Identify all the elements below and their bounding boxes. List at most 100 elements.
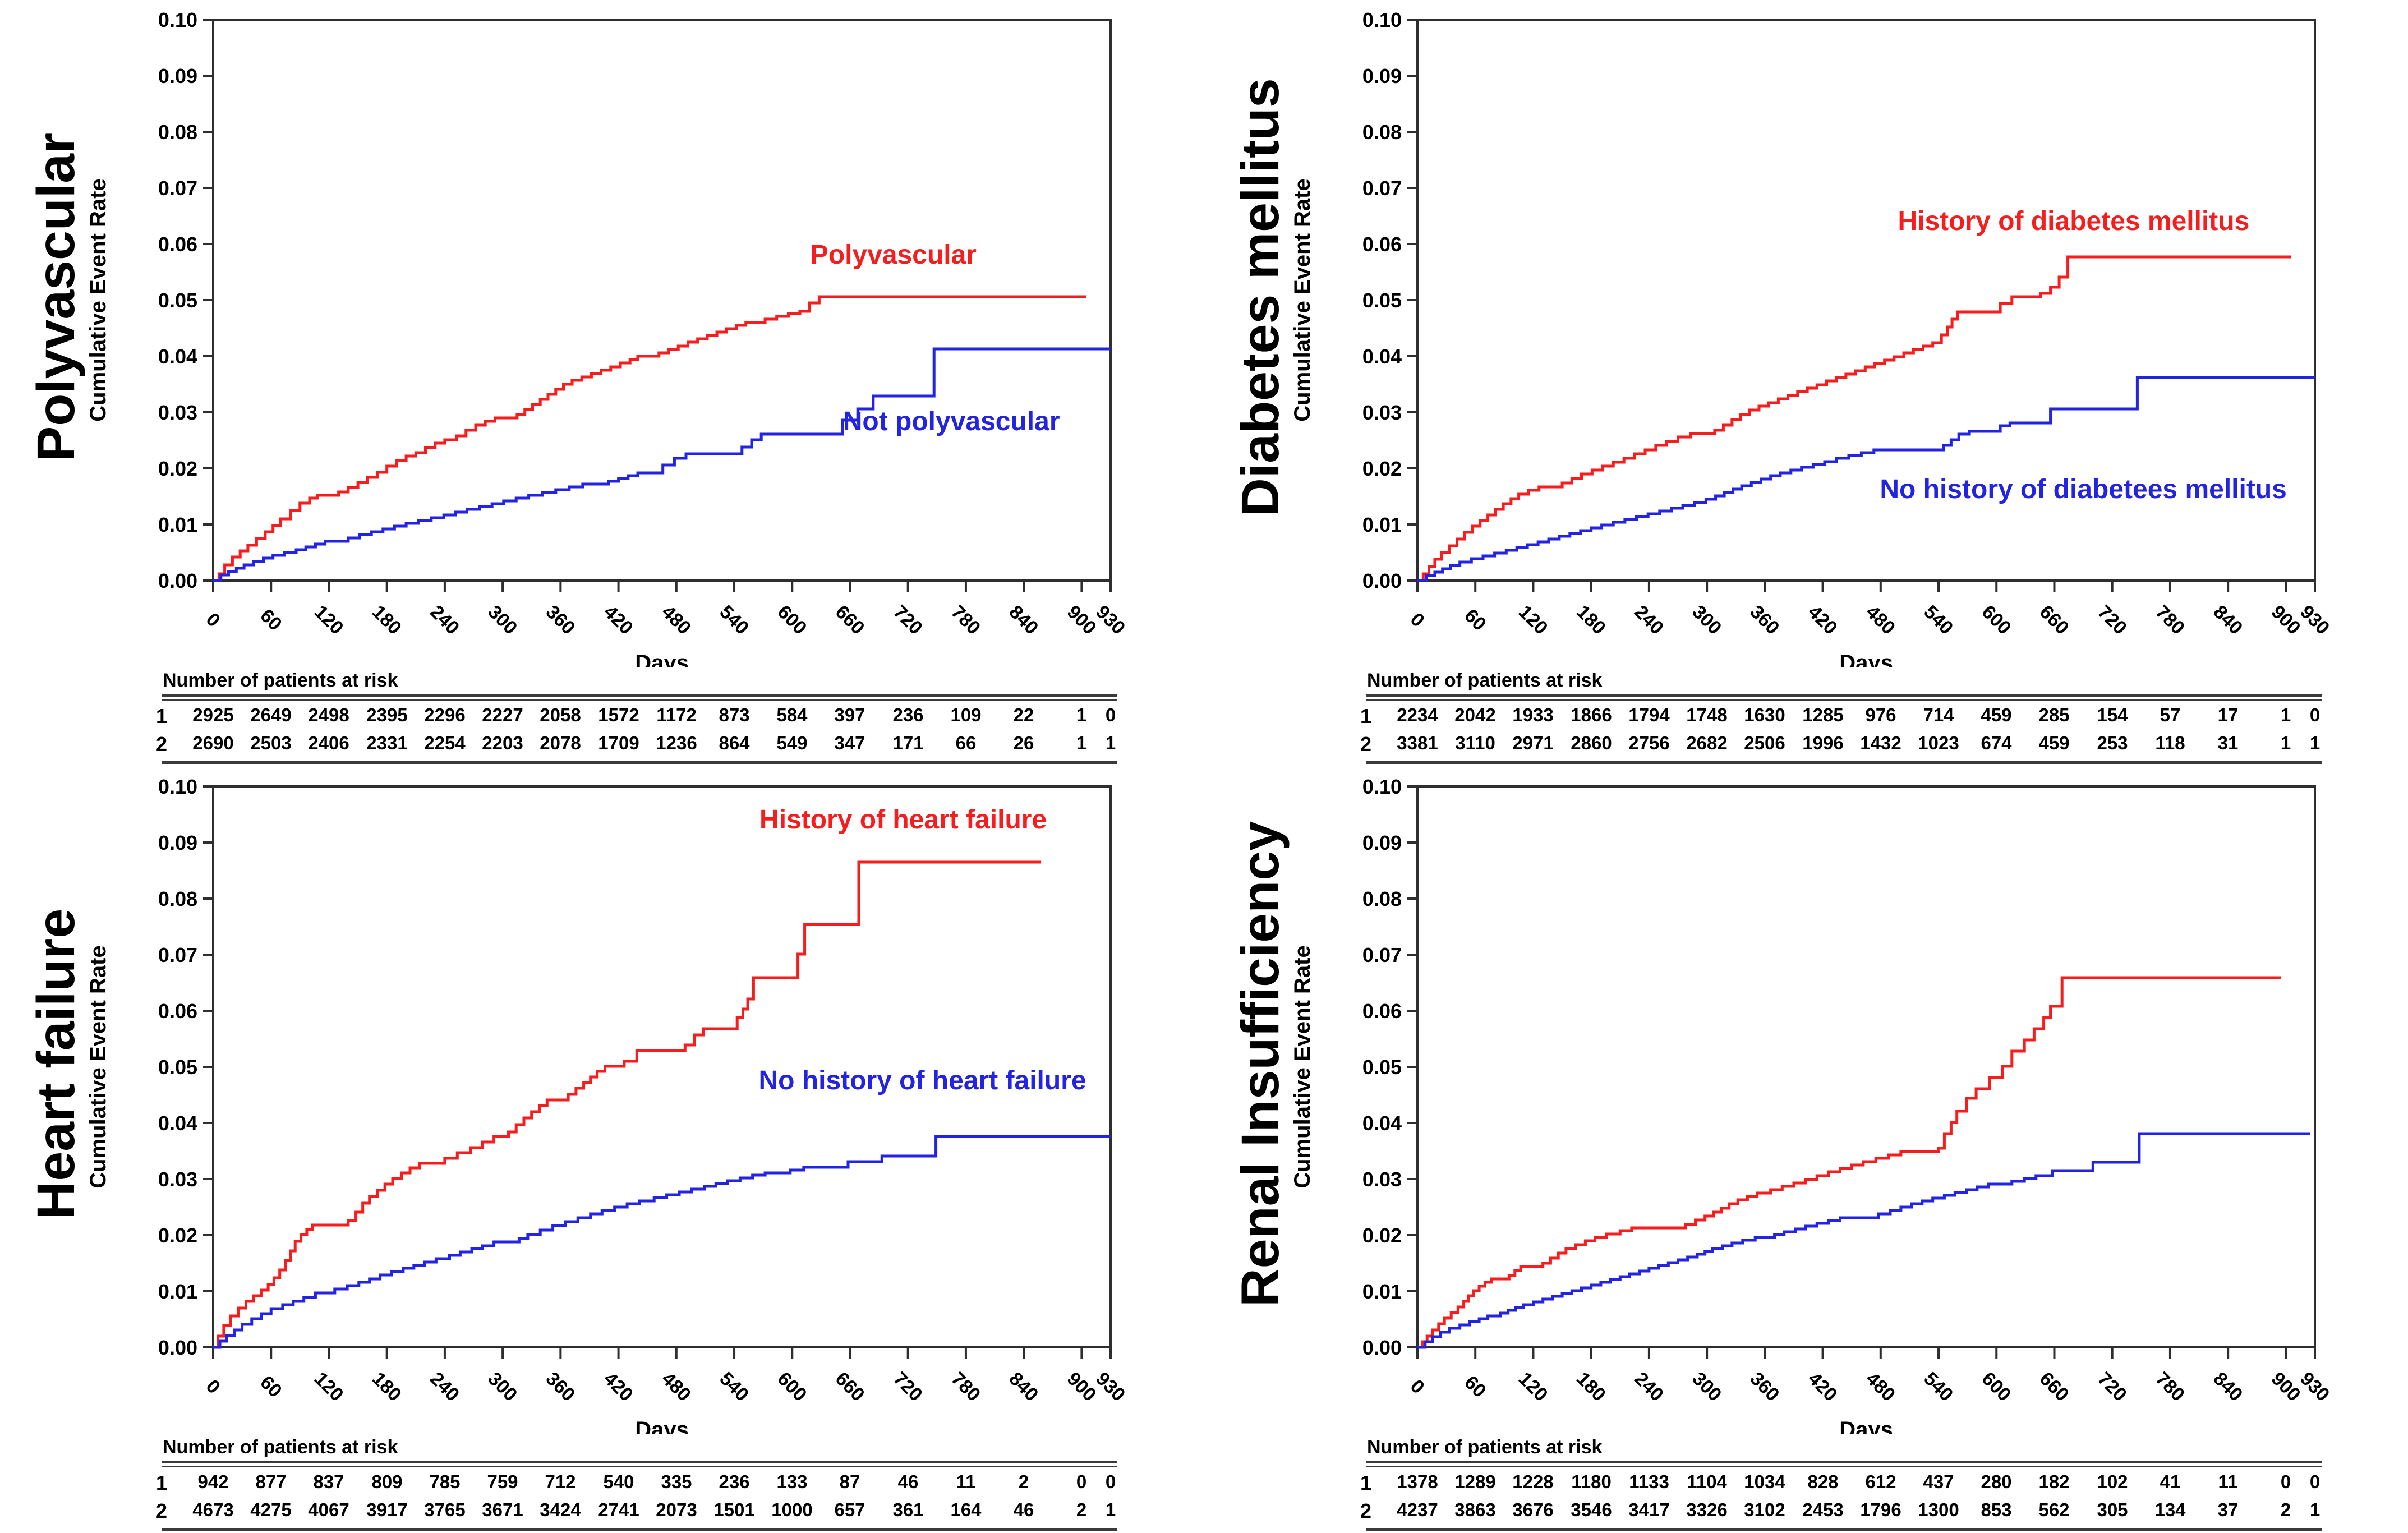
risk-value: 17 (2217, 705, 2239, 725)
risk-value: 1023 (1918, 733, 1959, 753)
risk-value: 459 (2038, 733, 2070, 753)
x-tick-label: 60 (1460, 605, 1490, 635)
y-axis-title: Cumulative Event Rate (86, 945, 110, 1188)
risk-value: 2 (1018, 1471, 1029, 1492)
y-tick-label: 0.03 (158, 401, 197, 424)
risk-value: 66 (955, 733, 977, 753)
risk-value: 0 (2280, 1471, 2291, 1492)
risk-value: 0 (1105, 1471, 1116, 1492)
risk-value: 4237 (1397, 1499, 1438, 1520)
risk-value: 759 (487, 1471, 518, 1492)
risk-table-bottom-rule (1366, 1528, 2322, 1531)
x-tick-label: 840 (1005, 601, 1042, 639)
risk-table-top-rule (162, 694, 1117, 697)
y-tick-label: 0.01 (158, 1280, 197, 1303)
y-tick-label: 0.05 (1362, 1056, 1402, 1079)
risk-value: 3381 (1397, 733, 1438, 753)
risk-value: 1709 (598, 733, 639, 753)
risk-row-label: 2 (155, 733, 167, 756)
x-tick-label: 780 (947, 601, 984, 639)
x-tick-label: 420 (1804, 601, 1841, 639)
y-tick-label: 0.10 (158, 8, 197, 31)
risk-table-header: Number of patients at risk (1367, 670, 1603, 691)
risk-value: 3417 (1628, 1499, 1670, 1520)
series-line-group1 (213, 295, 1086, 582)
x-tick-label: 360 (542, 1368, 579, 1406)
y-tick-label: 0.00 (1362, 1336, 1402, 1359)
series-label-group2: Not polyvascular (843, 407, 1060, 436)
risk-value: 2860 (1571, 733, 1612, 753)
x-tick-label: 0 (1406, 1375, 1429, 1398)
y-tick-label: 0.07 (158, 177, 197, 200)
series-label-group1: History of diabetes mellitus (1898, 206, 2249, 236)
y-tick-label: 0.06 (158, 233, 197, 256)
risk-value: 873 (719, 705, 750, 725)
risk-value: 2227 (482, 705, 523, 725)
risk-value: 2649 (250, 705, 292, 725)
panel-diabetes: Diabetes mellitus Cumulative Event Rate 0… (1204, 0, 2408, 766)
risk-table-top-rule (1366, 694, 2322, 697)
y-tick-label: 0.02 (1362, 457, 1402, 480)
risk-value: 2690 (192, 733, 234, 753)
y-tick-label: 0.01 (1362, 1280, 1402, 1303)
risk-row-label: 1 (1360, 1471, 1371, 1494)
y-tick-label: 0.05 (158, 1056, 197, 1079)
series-line-group2 (1417, 376, 2315, 582)
x-tick-label: 420 (600, 1368, 637, 1406)
x-tick-label: 120 (310, 1368, 348, 1406)
y-tick-label: 0.00 (158, 1336, 197, 1359)
y-tick-label: 0.10 (158, 775, 197, 798)
risk-value: 437 (1923, 1471, 1954, 1492)
risk-value: 154 (2097, 705, 2128, 725)
risk-value: 0 (2309, 705, 2320, 725)
risk-value: 674 (1981, 733, 2012, 753)
risk-value: 3917 (366, 1499, 408, 1520)
y-tick-label: 0.03 (1362, 1168, 1402, 1191)
risk-value: 2042 (1454, 705, 1496, 725)
risk-table-top-rule-2 (1366, 699, 2322, 701)
x-tick-label: 840 (2209, 601, 2246, 639)
x-tick-label: 0 (1406, 609, 1429, 631)
plot-diabetes: Cumulative Event Rate 0.00 0.01 0.02 0.03 0.0… (1283, 3, 2382, 675)
risk-table-bottom-rule (162, 1528, 1117, 1531)
x-tick-label: 420 (600, 601, 637, 639)
risk-value: 2296 (424, 705, 466, 725)
y-tick-label: 0.04 (1362, 1112, 1402, 1135)
x-tick-label: 660 (2036, 1368, 2073, 1406)
x-tick-label: 0 (202, 609, 224, 631)
km-plot-svg: Cumulative Event Rate 0.00 0.01 0.02 0.03 0.0… (86, 775, 1129, 1442)
risk-value: 3326 (1686, 1499, 1728, 1520)
risk-table-heart-failure: Number of patients at risk 1 942 877 837 809 7… (79, 1435, 1195, 1532)
series-label-group1: Polyvascular (811, 240, 977, 270)
y-axis-title: Cumulative Event Rate (1290, 178, 1315, 421)
x-tick-label: 180 (368, 601, 406, 639)
x-axis-title: Days (1839, 651, 1893, 667)
x-axis-title: Days (635, 651, 689, 667)
risk-value: 1 (2309, 1499, 2320, 1520)
risk-value: 3102 (1744, 1499, 1785, 1520)
x-tick-label: 600 (1978, 601, 2015, 639)
x-tick-label: 360 (1746, 601, 1784, 639)
risk-value: 1572 (598, 705, 639, 725)
risk-value: 4673 (192, 1499, 234, 1520)
series-line-group2 (1417, 1132, 2310, 1349)
risk-value: 1796 (1860, 1499, 1901, 1520)
y-tick-label: 0.10 (1362, 8, 1402, 31)
risk-value: 2 (2280, 1499, 2291, 1520)
risk-value: 2406 (308, 733, 349, 753)
risk-table-header: Number of patients at risk (163, 670, 398, 691)
risk-value: 118 (2155, 733, 2185, 753)
risk-value: 828 (1807, 1471, 1839, 1492)
y-tick-label: 0.10 (1362, 775, 1402, 798)
y-tick-label: 0.09 (1362, 65, 1402, 88)
risk-value: 2756 (1628, 733, 1670, 753)
risk-table-top-rule-2 (162, 1466, 1117, 1467)
risk-value: 87 (839, 1471, 860, 1492)
risk-value: 41 (2160, 1471, 2181, 1492)
risk-value: 562 (2038, 1499, 2070, 1520)
risk-value: 3671 (482, 1499, 523, 1520)
x-tick-label: 0 (202, 1375, 224, 1398)
risk-value: 1630 (1744, 705, 1785, 725)
risk-value: 102 (2097, 1471, 2128, 1492)
